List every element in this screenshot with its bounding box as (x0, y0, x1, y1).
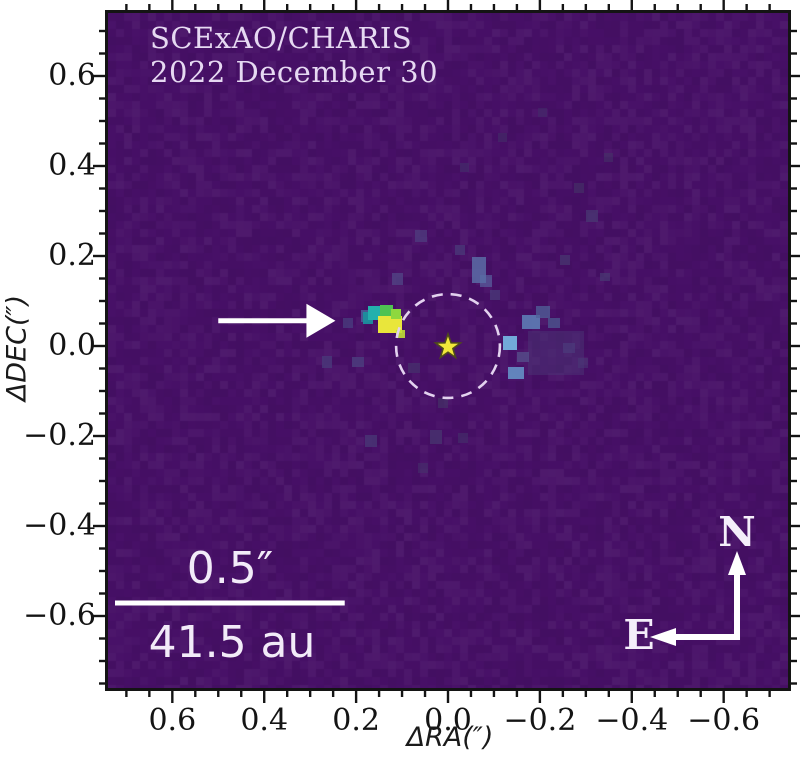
y-tick-label: −0.6 (23, 598, 96, 633)
x-tick-label: −0.4 (595, 703, 669, 738)
compass-east-label: E (623, 611, 655, 659)
y-tick-label: −0.2 (23, 418, 96, 453)
compass-north-label: N (718, 508, 756, 556)
title-block: SCExAO/CHARIS 2022 December 30 (150, 21, 438, 89)
x-tick-label: 0.6 (148, 703, 197, 738)
companion-arrow-head-icon (306, 303, 336, 338)
x-axis-label: ΔRA(″) (406, 722, 494, 753)
y-tick-label: 0.2 (48, 238, 96, 273)
observation-date-label: 2022 December 30 (150, 55, 439, 89)
y-tick-label: 0.6 (48, 58, 96, 93)
plot-area: SCExAO/CHARIS 2022 December 30 0.5″ 41.5… (108, 13, 788, 688)
x-tick-label: 0.2 (332, 703, 380, 738)
y-tick-label: −0.4 (23, 508, 96, 543)
host-star-icon (433, 331, 463, 360)
scale-bar-angular-label: 0.5″ (186, 543, 274, 594)
scale-bar-physical-label: 41.5 au (148, 617, 316, 668)
instrument-label: SCExAO/CHARIS (150, 21, 413, 55)
x-tick-label: 0.4 (240, 703, 289, 738)
x-tick-label: 0.0 (424, 703, 472, 738)
x-tick-label: −0.6 (687, 703, 761, 738)
y-tick-label: 0.0 (48, 328, 96, 363)
compass-arrows-icon (672, 571, 740, 640)
y-axis-label: ΔDEC(″) (1, 294, 33, 402)
x-tick-label: −0.2 (503, 703, 577, 738)
y-tick-label: 0.4 (48, 148, 96, 183)
